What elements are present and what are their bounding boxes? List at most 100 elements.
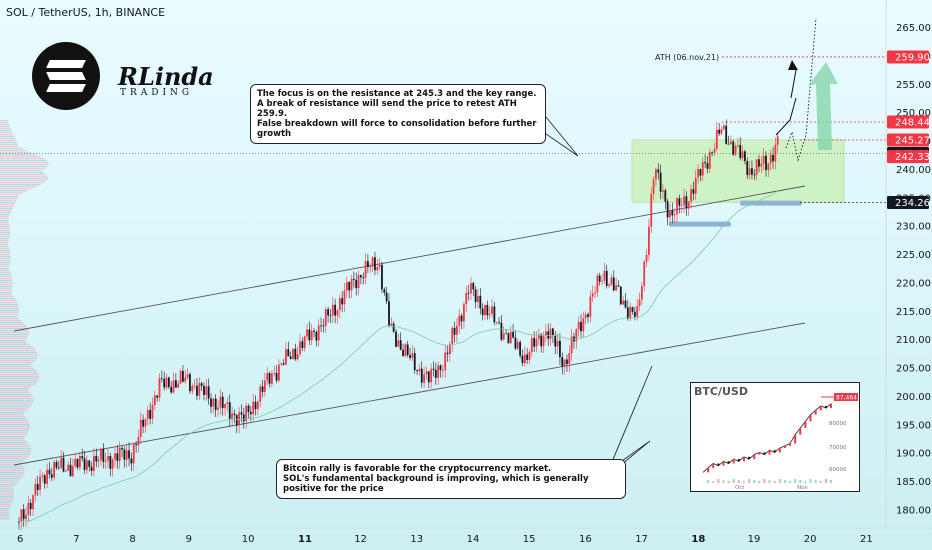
candle-body [48,469,51,475]
candle-body [629,306,632,319]
candle-body [34,483,37,496]
candle-body [690,189,692,202]
volume-bar [0,156,41,158]
volume-bar [0,180,47,182]
volume-bar [0,484,16,486]
candle-body [254,401,257,410]
inset-candle [824,405,827,409]
volume-bar [0,406,31,408]
volume-bar [0,302,18,304]
inset-candle [814,410,817,415]
candle-body [275,373,278,381]
candle-body [336,310,339,316]
candle-body [446,352,449,355]
volume-bar [0,448,32,450]
volume-bar [0,222,9,224]
candle-body [331,304,334,316]
candle-body [130,458,133,464]
key-range-zone [631,139,845,203]
price-label: 259.90 [887,50,930,64]
inset-volume-bar [773,481,776,483]
volume-bar [0,298,16,300]
y-tick-label: 250.00 [896,108,931,119]
candle-body [463,304,465,322]
candle-body [189,374,191,392]
candle-body [315,331,318,341]
candle-body [88,460,91,467]
candle-body [683,196,685,206]
note-top: The focus is on the resistance at 245.3 … [250,84,546,144]
volume-bar [0,280,13,282]
candle-body [397,340,400,347]
candle-body [704,162,707,164]
volume-bar [0,162,49,164]
candle-body [580,321,582,332]
scenario-dotted-path [785,17,817,162]
candle-body [313,330,315,332]
inset-last-price-bg [834,393,858,401]
candle-body [100,448,102,460]
y-tick-label: 205.00 [896,364,931,375]
volume-bar [0,176,48,178]
candle-body [420,368,423,383]
candle-body [144,419,147,427]
candle-body [135,444,137,446]
candle-body [22,509,25,520]
candle-body [706,163,709,169]
volume-bar [0,260,11,262]
candle-body [280,363,283,365]
inset-volume-bar [768,480,771,483]
candle-body [453,327,456,335]
inset-candle [763,452,766,455]
candle-body [566,359,568,364]
volume-bar [0,248,10,250]
candle-body [624,300,627,308]
candle-body [352,278,355,280]
candle-body [111,459,114,469]
candle-body [146,410,149,420]
candle-body [622,300,625,305]
candle-body [732,141,735,155]
inset-volume-bar [717,479,720,483]
candle-body [596,275,599,293]
candle-body [263,380,266,392]
candle-body [285,349,287,365]
candle-body [610,277,613,285]
candle-body [598,275,601,282]
inset-candle [809,414,812,422]
candle-body [104,460,107,462]
volume-bar [0,348,35,350]
volume-bar [0,486,14,488]
volume-bar [0,272,11,274]
volume-bar [0,236,10,238]
candle-body [247,405,250,413]
candle-body [156,395,159,398]
volume-bar [0,438,24,440]
candle-body [282,363,285,365]
sol-logo-icon [46,60,86,92]
candle-body [167,377,170,387]
candle-body [776,136,779,145]
candle-body [418,368,421,372]
candle-body [76,459,79,468]
volume-bar [0,166,48,168]
candle-body [559,340,561,358]
volume-bar [0,390,29,392]
candle-body [78,456,81,468]
candle-body [132,444,135,464]
candle-body [308,329,311,341]
volume-bar [0,504,12,506]
inset-volume-bar [794,479,797,483]
note-bottom-line-1: Bitcoin rally is favorable for the crypt… [283,464,552,474]
volume-bar [0,160,47,162]
inset-volume-bar [732,479,735,483]
candle-body [502,333,505,340]
volume-bar [0,308,19,310]
candle-body [55,462,58,468]
volume-bar [0,178,48,180]
candle-body [324,309,327,326]
candle-body [645,254,648,262]
inset-candle [712,463,715,468]
candle-body [479,295,482,309]
volume-bar [0,466,24,468]
